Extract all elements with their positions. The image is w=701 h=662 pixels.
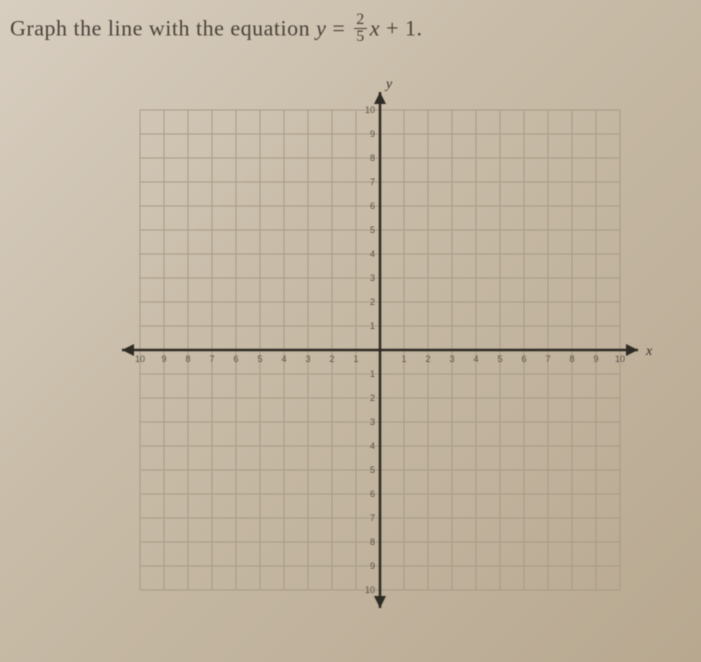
svg-text:4: 4 <box>370 249 375 259</box>
svg-text:5: 5 <box>370 465 375 475</box>
svg-text:10: 10 <box>365 585 375 595</box>
fraction-numerator: 2 <box>354 12 367 29</box>
svg-text:3: 3 <box>370 273 375 283</box>
svg-text:3: 3 <box>370 417 375 427</box>
fraction-denominator: 5 <box>354 29 367 45</box>
svg-text:2: 2 <box>370 297 375 307</box>
svg-text:5: 5 <box>370 225 375 235</box>
problem-prompt: Graph the line with the equation y = 25x… <box>10 14 422 47</box>
svg-text:10: 10 <box>365 105 375 115</box>
svg-text:1: 1 <box>401 354 406 364</box>
svg-text:8: 8 <box>370 537 375 547</box>
svg-text:10: 10 <box>135 354 145 364</box>
svg-text:4: 4 <box>281 354 286 364</box>
svg-text:9: 9 <box>161 354 166 364</box>
svg-text:6: 6 <box>233 354 238 364</box>
svg-text:1: 1 <box>370 369 375 379</box>
svg-text:2: 2 <box>329 354 334 364</box>
svg-text:7: 7 <box>370 513 375 523</box>
svg-text:5: 5 <box>257 354 262 364</box>
svg-text:8: 8 <box>370 153 375 163</box>
svg-text:7: 7 <box>370 177 375 187</box>
svg-text:9: 9 <box>593 354 598 364</box>
grid-svg: 10 9 8 7 6 5 4 3 2 1 1 2 3 4 5 6 7 8 9 10 10 9 8 7 6 5 4 3 2 1 1 2 3 4 5 6 7… <box>100 70 660 630</box>
svg-text:7: 7 <box>209 354 214 364</box>
svg-text:y: y <box>384 77 393 92</box>
svg-text:5: 5 <box>497 354 502 364</box>
var-y: y <box>316 16 326 41</box>
svg-text:3: 3 <box>305 354 310 364</box>
svg-text:6: 6 <box>370 201 375 211</box>
svg-text:8: 8 <box>185 354 190 364</box>
prompt-tail: + 1. <box>380 16 422 41</box>
svg-text:10: 10 <box>615 354 625 364</box>
svg-text:3: 3 <box>449 354 454 364</box>
prompt-eq: = <box>326 16 351 41</box>
svg-text:6: 6 <box>370 489 375 499</box>
svg-text:9: 9 <box>370 561 375 571</box>
svg-text:4: 4 <box>473 354 478 364</box>
svg-text:2: 2 <box>370 393 375 403</box>
prompt-lead: Graph the line with the equation <box>10 16 316 41</box>
svg-text:x: x <box>645 344 653 359</box>
svg-text:1: 1 <box>370 321 375 331</box>
var-x: x <box>370 16 380 41</box>
svg-text:7: 7 <box>545 354 550 364</box>
slope-fraction: 25 <box>354 12 367 45</box>
svg-text:8: 8 <box>569 354 574 364</box>
svg-text:4: 4 <box>370 441 375 451</box>
svg-text:6: 6 <box>521 354 526 364</box>
svg-text:1: 1 <box>353 354 358 364</box>
svg-text:9: 9 <box>370 129 375 139</box>
svg-text:2: 2 <box>425 354 430 364</box>
coordinate-plane: 10 9 8 7 6 5 4 3 2 1 1 2 3 4 5 6 7 8 9 10 10 9 8 7 6 5 4 3 2 1 1 2 3 4 5 6 7… <box>100 70 660 630</box>
